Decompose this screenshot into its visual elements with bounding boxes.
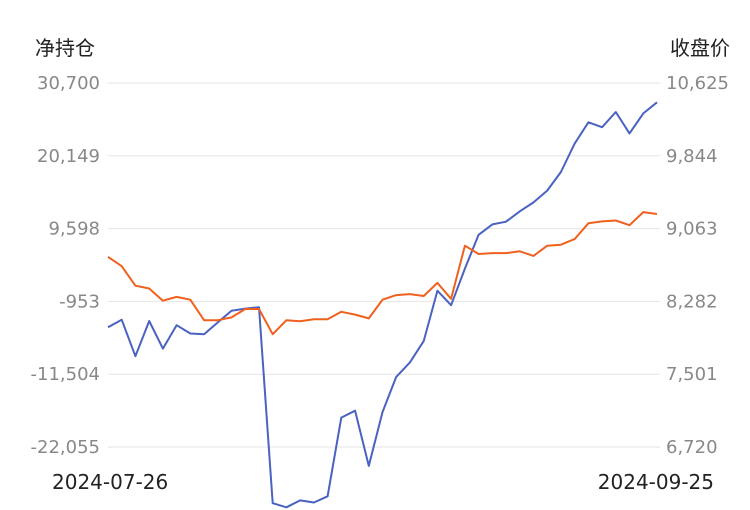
series-line-left: [107, 101, 658, 509]
left-tick-label: -11,504: [31, 364, 100, 385]
left-tick-label: -953: [59, 291, 100, 312]
right-tick-label: 7,501: [666, 364, 718, 385]
series-lines: [107, 101, 658, 509]
right-tick-label: 10,625: [666, 73, 729, 94]
right-tick-label: 6,720: [666, 437, 718, 458]
grid: [108, 82, 660, 448]
right-tick-label: 8,282: [666, 291, 718, 312]
x-end-label: 2024-09-25: [598, 470, 714, 494]
left-tick-label: 30,700: [37, 73, 100, 94]
series-line-right: [107, 211, 658, 336]
right-axis-ticks: 10,625 9,844 9,063 8,282 7,501 6,720: [666, 73, 729, 458]
right-tick-label: 9,844: [666, 146, 718, 167]
left-tick-label: 20,149: [37, 146, 100, 167]
left-tick-label: -22,055: [31, 437, 100, 458]
left-axis-ticks: 30,700 20,149 9,598 -953 -11,504 -22,055: [31, 73, 100, 458]
right-tick-label: 9,063: [666, 219, 718, 240]
x-start-label: 2024-07-26: [52, 470, 168, 494]
right-axis-title: 收盘价: [670, 36, 730, 60]
left-tick-label: 9,598: [48, 219, 100, 240]
left-axis-title: 净持仓: [35, 36, 95, 60]
